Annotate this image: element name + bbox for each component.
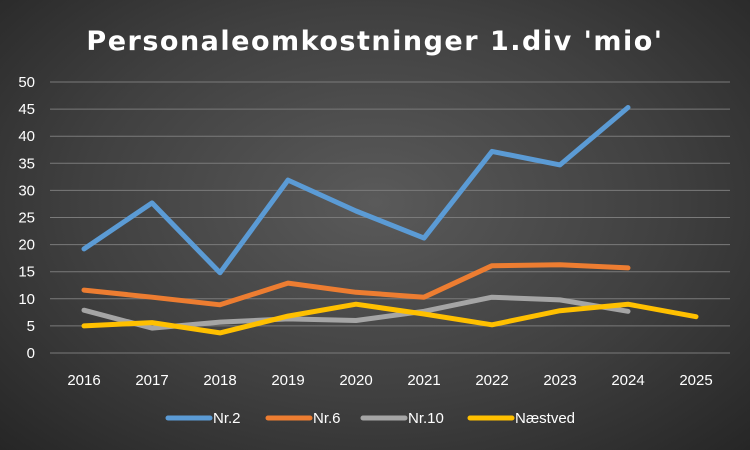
x-tick-label: 2021 [407, 372, 440, 389]
x-tick-label: 2024 [611, 372, 644, 389]
x-tick-label: 2019 [271, 372, 304, 389]
chart-title: Personaleomkostninger 1.div 'mio' [86, 26, 663, 57]
y-tick-label: 10 [18, 291, 35, 308]
y-axis: 0 5 10 15 20 25 30 35 40 45 50 [18, 74, 35, 362]
x-tick-label: 2017 [135, 372, 168, 389]
y-tick-label: 15 [18, 264, 35, 281]
legend-label: Næstved [515, 410, 575, 427]
x-tick-label: 2018 [203, 372, 236, 389]
legend: Nr.2 Nr.6 Nr.10 Næstved [165, 410, 575, 427]
y-tick-label: 5 [27, 318, 35, 335]
legend-label: Nr.6 [313, 410, 341, 427]
x-tick-label: 2022 [475, 372, 508, 389]
legend-label: Nr.2 [213, 410, 241, 427]
legend-label: Nr.10 [408, 410, 444, 427]
series-line-nr-2 [81, 105, 631, 276]
y-tick-label: 20 [18, 237, 35, 254]
series-line-n-stved [81, 301, 699, 336]
x-tick-label: 2016 [67, 372, 100, 389]
x-tick-label: 2025 [679, 372, 712, 389]
y-tick-label: 45 [18, 101, 35, 118]
y-tick-label: 25 [18, 210, 35, 227]
y-tick-label: 35 [18, 155, 35, 172]
x-tick-label: 2020 [339, 372, 372, 389]
x-axis: 2016 2017 2018 2019 2020 2021 2022 2023 2024 2025 [67, 372, 712, 389]
y-tick-label: 40 [18, 128, 35, 145]
y-tick-label: 30 [18, 182, 35, 199]
x-tick-label: 2023 [543, 372, 576, 389]
y-tick-label: 50 [18, 74, 35, 91]
plot-area [81, 105, 699, 336]
y-tick-label: 0 [27, 345, 35, 362]
series-line-nr-6 [81, 262, 631, 308]
